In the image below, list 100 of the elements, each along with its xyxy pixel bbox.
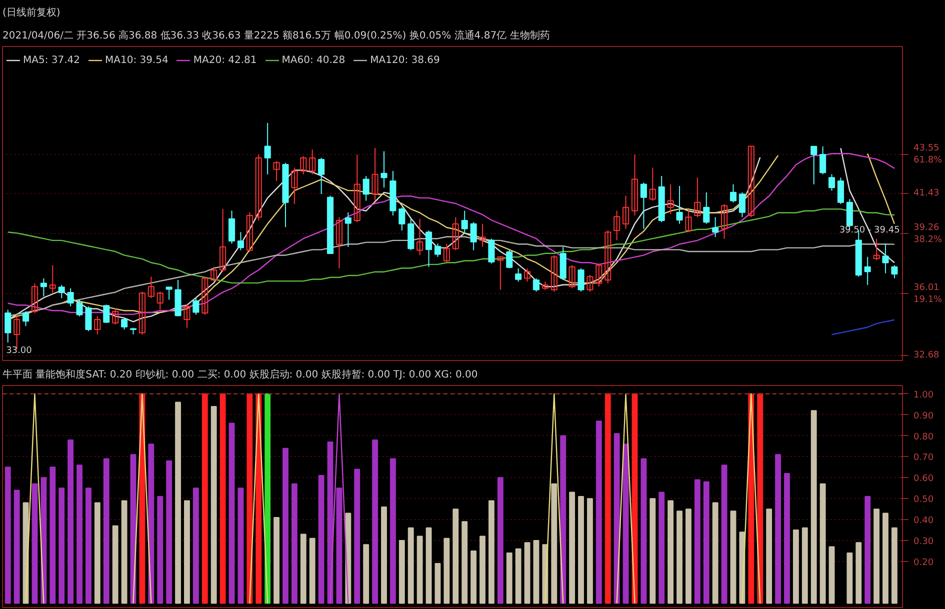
bar — [882, 512, 888, 604]
bar — [220, 393, 226, 604]
bar — [775, 454, 781, 604]
candlestick — [738, 192, 746, 218]
candlestick — [721, 204, 728, 240]
candlestick — [228, 210, 236, 244]
bar — [444, 538, 450, 604]
bar — [94, 502, 100, 604]
candlestick — [31, 282, 38, 314]
bar — [703, 481, 710, 604]
bar — [318, 475, 324, 604]
y-tick-label: 1.00 — [914, 390, 934, 400]
candlestick — [524, 268, 531, 282]
bar — [398, 540, 405, 604]
candlestick — [336, 216, 342, 269]
bar — [828, 546, 835, 604]
candlestick — [398, 206, 406, 231]
candlestick — [676, 185, 683, 224]
candlestick — [631, 154, 638, 216]
bar — [300, 534, 306, 604]
bar — [810, 410, 817, 604]
candlestick — [220, 208, 226, 272]
candlestick — [532, 278, 540, 292]
candlestick — [22, 310, 30, 327]
bar — [891, 527, 898, 604]
candlestick — [40, 278, 47, 297]
bar — [676, 510, 682, 604]
y-tick-label: 0.20 — [914, 558, 934, 568]
bar — [515, 548, 522, 604]
bar — [650, 498, 656, 604]
candlestick — [255, 154, 262, 221]
bar — [121, 500, 128, 604]
bar — [238, 488, 244, 604]
candlestick — [470, 222, 477, 251]
bar — [497, 477, 504, 604]
candlestick — [614, 210, 620, 241]
bar — [524, 542, 530, 604]
bar — [686, 508, 692, 604]
candlestick — [237, 232, 244, 251]
candlestick — [121, 317, 128, 330]
y-tick-label: 0.30 — [914, 536, 934, 547]
bar — [274, 516, 280, 604]
bar — [712, 502, 718, 604]
bar — [14, 490, 20, 604]
candlestick — [273, 160, 280, 182]
bar — [246, 393, 253, 604]
y-tick-label: 0.60 — [914, 474, 934, 484]
candlestick — [318, 157, 325, 195]
bar — [112, 525, 118, 604]
bar — [336, 488, 342, 604]
bar — [50, 466, 56, 604]
candlestick — [434, 243, 441, 258]
bar — [228, 422, 235, 604]
legend-label: MA120: 38.69 — [370, 54, 440, 66]
candlestick — [667, 184, 674, 215]
y-tick-label: 41.43 — [914, 188, 940, 199]
candlestick — [837, 177, 844, 205]
bar — [757, 393, 764, 604]
bar — [434, 563, 441, 604]
candlestick — [112, 308, 119, 325]
candlestick — [891, 264, 898, 279]
candlestick — [300, 156, 307, 175]
bar — [506, 552, 512, 604]
bar — [452, 508, 459, 604]
bar — [416, 536, 423, 604]
bar — [730, 510, 736, 604]
candlestick — [882, 243, 889, 274]
chart-title: 牛平面 量能饱和度SAT: 0.20 印钞机: 0.00 二买: 0.00 妖股启动: 0.00 妖股持暂: 0.00 TJ: 0.00 XG: 0.00 — [2, 368, 478, 380]
candlestick — [578, 268, 584, 292]
bar — [658, 492, 665, 604]
candlestick — [506, 250, 513, 269]
candlestick — [640, 182, 647, 230]
line-series — [831, 319, 896, 336]
bar — [569, 492, 576, 604]
candlestick — [166, 286, 172, 300]
bar — [578, 496, 584, 604]
bar — [103, 458, 110, 604]
bar — [86, 488, 92, 604]
bar — [488, 500, 494, 604]
bar — [668, 500, 674, 604]
candlestick — [596, 263, 602, 288]
bar — [372, 439, 378, 604]
bar — [846, 552, 853, 604]
candlestick — [76, 299, 83, 317]
bar — [210, 406, 217, 604]
candlestick — [309, 149, 316, 175]
bar — [192, 488, 199, 604]
candlestick — [156, 291, 164, 310]
y-tick-label: 0.80 — [914, 432, 934, 442]
bar — [58, 488, 65, 604]
legend-label: MA60: 40.28 — [282, 54, 346, 66]
candlestick — [246, 212, 253, 252]
candlestick — [354, 154, 360, 223]
candlestick — [202, 276, 208, 316]
bar — [721, 464, 728, 604]
bar — [856, 542, 862, 604]
chart-title: (日线前复权) — [2, 6, 60, 18]
bar — [640, 458, 647, 604]
candlestick — [685, 210, 692, 233]
candlestick — [103, 304, 110, 324]
